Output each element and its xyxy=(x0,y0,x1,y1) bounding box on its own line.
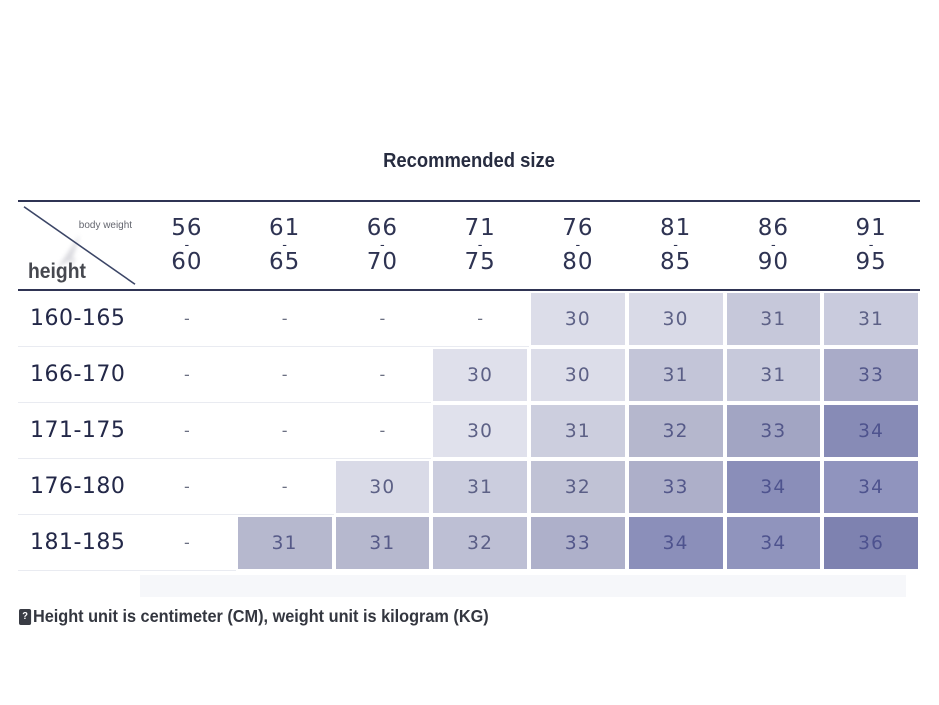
size-cell: 32 xyxy=(626,403,725,459)
table-row: 171-175- - -30 31 32 33 34 xyxy=(18,403,920,459)
size-cell: 33 xyxy=(529,515,627,571)
weight-value: 70 xyxy=(366,249,399,276)
range-separator: - xyxy=(673,237,678,253)
table-row: 160-165- - - -30 30 31 31 xyxy=(18,291,920,347)
page-title: Recommended size xyxy=(383,150,555,172)
range-separator: - xyxy=(575,237,581,253)
size-cell: 30 xyxy=(626,291,725,347)
corner-label-body-weight: body weight xyxy=(78,219,132,231)
empty-cell: - xyxy=(138,459,236,515)
weight-value: 71 xyxy=(464,215,496,242)
size-cell: 31 xyxy=(431,459,529,515)
empty-cell: - xyxy=(235,347,334,403)
weight-range-header: 76-80 xyxy=(529,200,627,291)
empty-cell: - xyxy=(333,291,432,347)
size-cell: 32 xyxy=(431,515,529,571)
size-cell: 34 xyxy=(822,403,920,459)
empty-cell: - xyxy=(333,403,432,459)
weight-value: 60 xyxy=(171,249,203,276)
weight-value: 66 xyxy=(366,215,399,242)
photo-shadow xyxy=(140,575,906,597)
size-cell: 34 xyxy=(724,459,823,515)
weight-value: 90 xyxy=(757,249,790,276)
weight-range-header: 86-90 xyxy=(724,200,823,291)
size-cell: 31 xyxy=(333,515,432,571)
empty-cell: - xyxy=(333,347,432,403)
weight-value: 80 xyxy=(562,249,594,276)
diagonal-divider-line xyxy=(23,206,136,285)
weight-range-header: 56-60 xyxy=(138,200,236,291)
size-table: body weight height 56-60 61-65 66-70 71-75 7… xyxy=(18,200,920,571)
corner-cell: body weight height xyxy=(18,200,138,291)
range-separator: - xyxy=(477,237,483,253)
watermark-arrow-icon xyxy=(58,234,80,273)
empty-cell: - xyxy=(138,291,236,347)
size-cell: 31 xyxy=(724,347,823,403)
weight-value: 61 xyxy=(268,215,301,242)
empty-cell: - xyxy=(235,459,334,515)
height-range-label: 160-165 xyxy=(18,291,138,347)
size-cell: 34 xyxy=(724,515,823,571)
weight-value: 95 xyxy=(855,249,887,276)
size-cell: 30 xyxy=(529,347,627,403)
range-separator: - xyxy=(868,237,874,253)
table-row: 181-185-31 31 32 33 34 34 36 xyxy=(18,515,920,571)
weight-value: 76 xyxy=(562,215,594,242)
size-cell: 31 xyxy=(724,291,823,347)
size-cell: 36 xyxy=(822,515,920,571)
empty-cell: - xyxy=(235,291,334,347)
weight-value: 85 xyxy=(659,249,692,276)
empty-cell: - xyxy=(235,403,334,459)
range-separator: - xyxy=(771,237,776,253)
size-cell: 30 xyxy=(333,459,432,515)
height-range-label: 181-185 xyxy=(18,515,138,571)
size-cell: 31 xyxy=(235,515,334,571)
size-cell: 30 xyxy=(431,347,529,403)
missing-glyph: ? xyxy=(19,608,32,625)
weight-value: 86 xyxy=(757,215,790,242)
size-cell: 33 xyxy=(626,459,725,515)
corner-label-height: height xyxy=(28,260,86,283)
weight-header-row: body weight height 56-60 61-65 66-70 71-75 7… xyxy=(18,200,920,291)
size-cell: 31 xyxy=(626,347,725,403)
size-cell: 32 xyxy=(529,459,627,515)
size-cell: 34 xyxy=(822,459,920,515)
empty-cell: - xyxy=(431,291,529,347)
table-row: 166-170- - -30 30 31 31 33 xyxy=(18,347,920,403)
weight-value: 81 xyxy=(659,215,692,242)
range-separator: - xyxy=(184,237,190,253)
empty-cell: - xyxy=(138,347,236,403)
size-cell: 30 xyxy=(529,291,627,347)
weight-range-header: 66-70 xyxy=(333,200,432,291)
size-table-body: 160-165- - - -30 30 31 31 166-170- - -30 30 31 31 33 1… xyxy=(18,291,920,571)
weight-value: 65 xyxy=(268,249,301,276)
empty-cell: - xyxy=(138,515,236,571)
size-cell: 33 xyxy=(724,403,823,459)
weight-range-header: 81-85 xyxy=(626,200,725,291)
height-range-label: 176-180 xyxy=(18,459,138,515)
size-cell: 34 xyxy=(626,515,725,571)
height-range-label: 166-170 xyxy=(18,347,138,403)
weight-range-header: 61-65 xyxy=(235,200,334,291)
weight-range-header: 71-75 xyxy=(431,200,529,291)
weight-value: 75 xyxy=(464,249,496,276)
size-cell: 31 xyxy=(529,403,627,459)
range-separator: - xyxy=(380,237,385,253)
empty-cell: - xyxy=(138,403,236,459)
height-range-label: 171-175 xyxy=(18,403,138,459)
unit-note-text: Height unit is centimeter (CM), weight u… xyxy=(32,606,489,626)
weight-value: 91 xyxy=(855,215,887,242)
size-cell: 33 xyxy=(822,347,920,403)
weight-range-header: 91-95 xyxy=(822,200,920,291)
weight-value: 56 xyxy=(171,215,203,242)
size-cell: 30 xyxy=(431,403,529,459)
size-cell: 31 xyxy=(822,291,920,347)
range-separator: - xyxy=(282,237,287,253)
unit-note: ? Height unit is centimeter (CM), weight… xyxy=(19,606,489,627)
table-row: 176-180- -30 31 32 33 34 34 xyxy=(18,459,920,515)
